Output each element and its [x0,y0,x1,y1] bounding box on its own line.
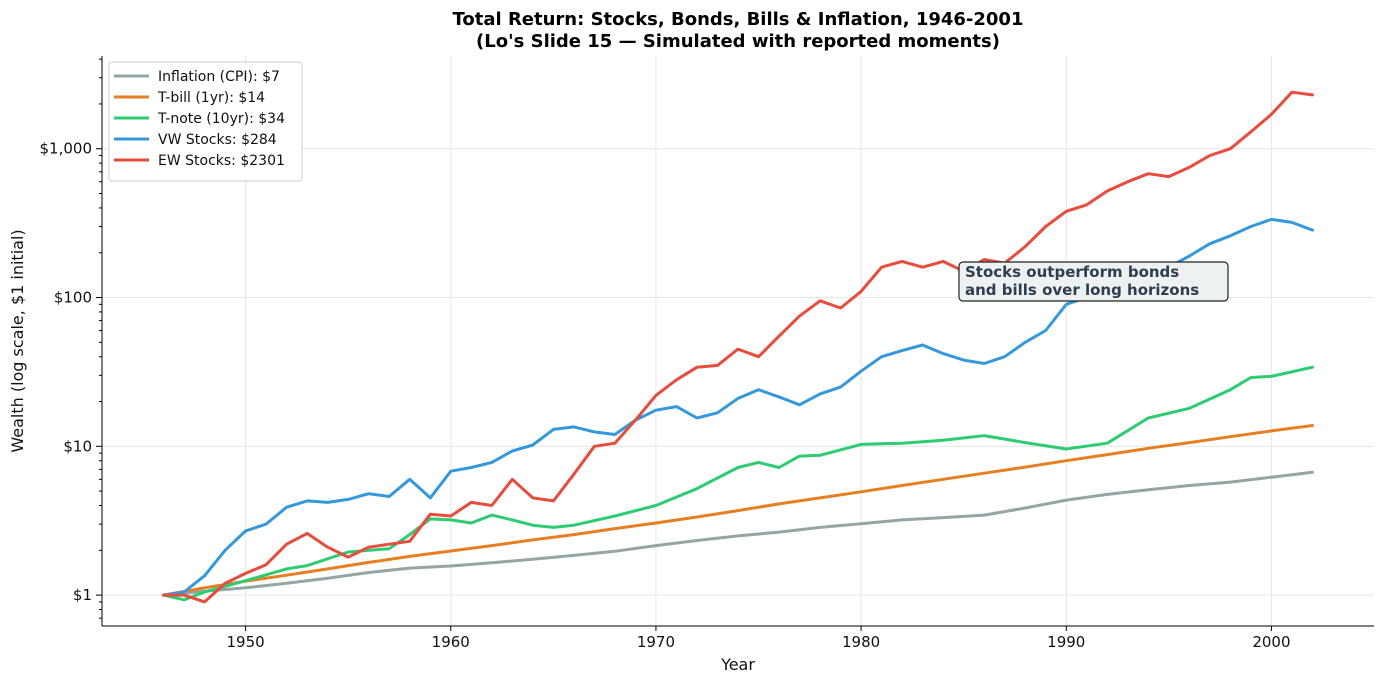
series-line-t-note-10yr [162,365,1314,602]
x-tick-label: 1980 [842,633,880,651]
y-tick-label: $1,000 [40,140,93,158]
annotation-box [958,261,1229,302]
annotation: Stocks outperform bonds and bills over l… [958,261,1229,302]
annotation-line-2: and bills over long horizons [965,281,1199,299]
y-axis-ticks: $1 $10 $100 $1,000 [40,58,102,619]
series-line-inflation-cpi [162,470,1314,597]
legend-entry: T-bill (1yr): $14 [157,90,265,106]
legend-entry: Inflation (CPI): $7 [158,69,280,85]
chart-title: Total Return: Stocks, Bonds, Bills & Inf… [453,9,1024,30]
x-axis-ticks: 1950 1960 1970 1980 1990 2000 [227,626,1291,651]
x-tick-label: 1950 [227,633,265,651]
series-line-t-bill-1yr [162,424,1314,597]
annotation-line-1: Stocks outperform bonds [965,263,1179,281]
x-axis-label: Year [720,655,755,674]
y-tick-label: $100 [54,289,92,307]
series-layer [162,90,1314,604]
x-tick-label: 2000 [1252,633,1290,651]
y-tick-label: $1 [73,586,92,604]
legend: Inflation (CPI): $7 T-bill (1yr): $14 T-no… [108,61,303,182]
chart-subtitle: (Lo's Slide 15 — Simulated with reported… [476,31,1000,52]
x-tick-label: 1970 [637,633,675,651]
y-axis-label: Wealth (log scale, $1 initial) [8,229,27,452]
legend-entry: VW Stocks: $284 [158,132,277,148]
x-tick-label: 1990 [1047,633,1085,651]
x-tick-label: 1960 [432,633,470,651]
series-line-ew-stocks [162,90,1314,604]
legend-entry: T-note (10yr): $34 [157,111,285,127]
legend-box [108,61,303,182]
legend-entry: EW Stocks: $2301 [158,153,285,169]
y-tick-label: $10 [63,437,92,455]
